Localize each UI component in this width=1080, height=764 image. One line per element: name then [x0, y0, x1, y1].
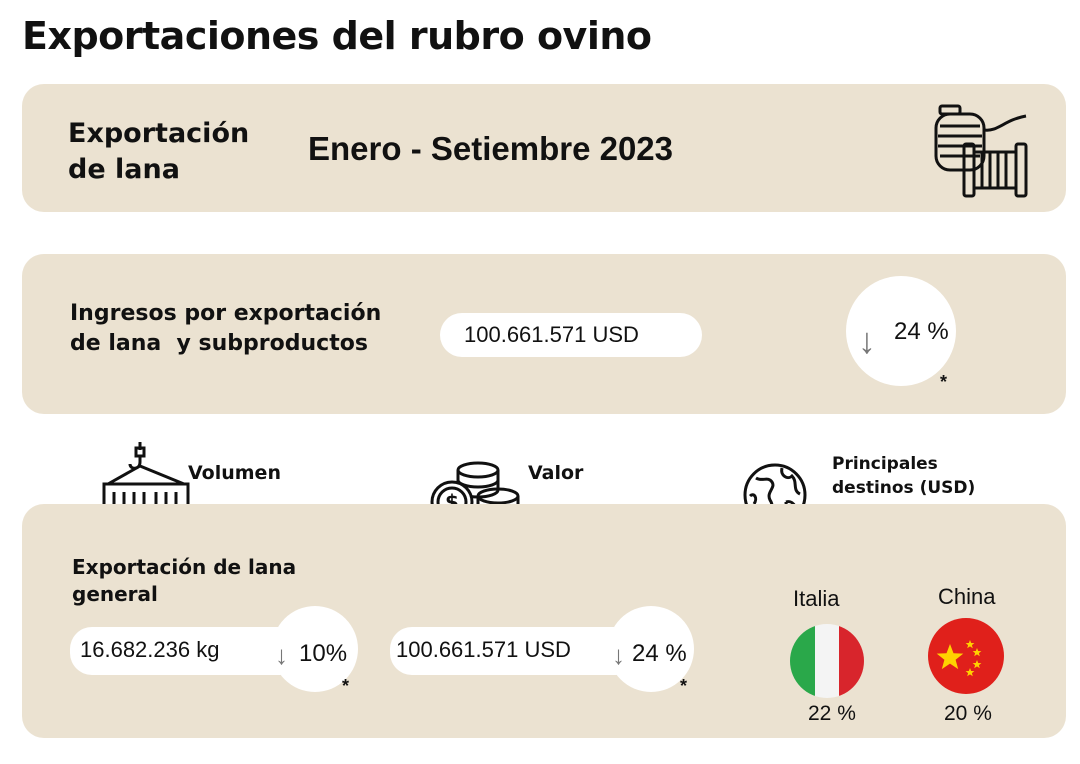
- volume-change: 10%: [299, 640, 348, 667]
- value-change-circle: [608, 606, 694, 692]
- header-label: Exportación de lana: [68, 116, 249, 188]
- income-note-marker: *: [940, 372, 948, 392]
- general-label-line2: general: [72, 582, 158, 606]
- income-value: 100.661.571 USD: [464, 322, 639, 347]
- income-label-line1: Ingresos por exportación: [70, 301, 382, 326]
- volume-value-pill: 16.682.236 kg: [70, 627, 302, 675]
- header-period: Enero - Setiembre 2023: [308, 130, 673, 167]
- header-label-line1: Exportación: [68, 118, 250, 149]
- wool-spool-icon: [934, 104, 1028, 198]
- volume-down-arrow-icon: ↓: [275, 640, 288, 670]
- destinations-label-line1: Principales: [832, 454, 938, 474]
- destination-name-china: China: [938, 584, 996, 609]
- volume-change-circle: [272, 606, 358, 692]
- page-title: Exportaciones del rubro ovino: [22, 14, 652, 58]
- value-change: 24 %: [632, 640, 687, 667]
- china-flag-icon: [928, 618, 1004, 694]
- income-down-arrow-icon: ↓: [858, 320, 876, 361]
- income-change: 24 %: [894, 318, 949, 345]
- header-label-line2: de lana: [68, 154, 180, 185]
- italy-flag-icon: [790, 624, 864, 698]
- general-label-line1: Exportación de lana: [72, 555, 297, 579]
- destination-name-italia: Italia: [793, 586, 840, 611]
- volume-value: 16.682.236 kg: [80, 637, 220, 662]
- header-panel: [22, 84, 1066, 212]
- income-value-pill: 100.661.571 USD: [440, 313, 702, 357]
- destination-share-china: 20 %: [944, 702, 992, 725]
- destinations-label: Principales destinos (USD): [832, 452, 975, 500]
- general-panel: [22, 504, 1066, 738]
- value-value-pill: 100.661.571 USD: [390, 627, 638, 675]
- destination-share-italia: 22 %: [808, 702, 856, 725]
- value-value: 100.661.571 USD: [396, 637, 571, 662]
- volume-note-marker: *: [342, 676, 350, 696]
- income-change-circle: [846, 276, 956, 386]
- volume-label: Volumen: [188, 462, 281, 484]
- value-down-arrow-icon: ↓: [612, 640, 625, 670]
- value-note-marker: *: [680, 676, 688, 696]
- income-label: Ingresos por exportación de lana y subpr…: [70, 299, 381, 359]
- income-label-line2: de lana y subproductos: [70, 331, 368, 356]
- general-label: Exportación de lana general: [72, 554, 296, 608]
- destinations-label-line2: destinos (USD): [832, 478, 976, 498]
- value-label: Valor: [528, 462, 584, 484]
